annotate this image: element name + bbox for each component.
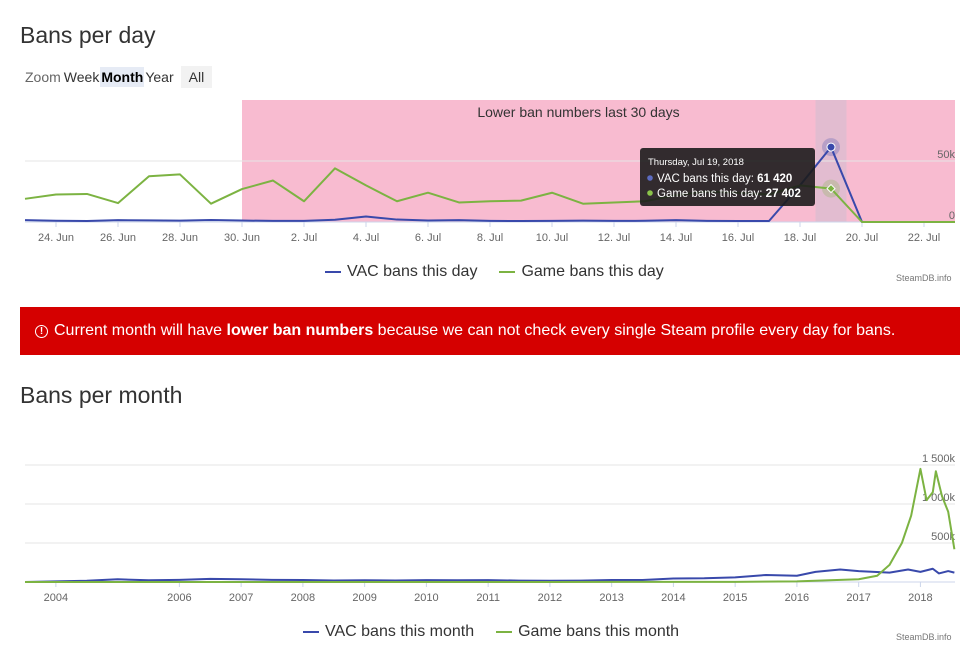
monthly-credit[interactable]: SteamDB.info [896, 632, 952, 642]
zoom-controls: Zoom Week Month Year All [25, 66, 213, 88]
plot-band-label: Lower ban numbers last 30 days [477, 104, 679, 120]
x-tick-label: 2018 [908, 592, 932, 604]
y-tick-label: 500k [931, 531, 955, 543]
x-tick-label: 16. Jul [722, 232, 754, 244]
x-tick-label: 2013 [599, 592, 623, 604]
alert-circle-icon: ! [35, 324, 48, 338]
x-tick-label: 2008 [291, 592, 315, 604]
daily-legend: VAC bans this day Game bans this day [325, 263, 686, 281]
x-tick-label: 28. Jun [162, 232, 198, 244]
zoom-week-button[interactable]: Week [63, 69, 100, 85]
legend-swatch-game-month [496, 631, 513, 633]
zoom-label: Zoom [25, 69, 61, 85]
x-tick-label: 18. Jul [784, 232, 816, 244]
daily-bans-chart[interactable]: Lower ban numbers last 30 days 0 50k 24. Ju… [0, 95, 979, 255]
tooltip-date: Thursday, Jul 19, 2018 [648, 157, 744, 168]
legend-label-game-month: Game bans this month [518, 623, 680, 640]
x-tick-label: 30. Jun [224, 232, 260, 244]
x-tick-label: 2007 [229, 592, 253, 604]
legend-item-game-day[interactable]: Game bans this day [499, 263, 664, 281]
x-tick-label: 2011 [476, 592, 500, 604]
x-tick-label: 14. Jul [660, 232, 692, 244]
legend-swatch-game [499, 271, 516, 273]
vac-month-series-line [24, 567, 955, 583]
x-tick-label: 22. Jul [908, 232, 940, 244]
legend-item-vac-day[interactable]: VAC bans this day [325, 263, 477, 281]
legend-label-game-day: Game bans this day [521, 263, 664, 280]
x-tick-label: 2017 [846, 592, 870, 604]
legend-label-vac-month: VAC bans this month [325, 623, 475, 640]
y-tick-label: 0 [949, 210, 955, 222]
legend-label-vac-day: VAC bans this day [347, 263, 478, 280]
zoom-month-button[interactable]: Month [100, 67, 145, 87]
x-tick-label: 2015 [723, 592, 747, 604]
legend-item-vac-month[interactable]: VAC bans this month [303, 623, 474, 641]
y-tick-label: 1 500k [922, 453, 956, 465]
x-tick-label: 8. Jul [477, 232, 503, 244]
x-tick-label: 4. Jul [353, 232, 379, 244]
x-tick-label: 6. Jul [415, 232, 441, 244]
tooltip-game-line: Game bans this day: 27 402 [657, 188, 801, 200]
tooltip-game-dot [647, 190, 653, 196]
daily-chart-title: Bans per day [20, 22, 156, 48]
x-tick-label: 2010 [414, 592, 438, 604]
legend-swatch-vac-month [303, 631, 319, 633]
alert-text-bold: lower ban numbers [226, 322, 374, 339]
alert-banner: ! Current month will have lower ban numb… [20, 307, 960, 355]
legend-item-game-month[interactable]: Game bans this month [496, 623, 679, 641]
game-hover-point [826, 183, 836, 194]
x-tick-label: 2004 [44, 592, 68, 604]
x-tick-label: 24. Jun [38, 232, 74, 244]
x-tick-label: 2006 [167, 592, 191, 604]
tooltip-box [640, 148, 815, 206]
x-tick-label: 26. Jun [100, 232, 136, 244]
x-tick-label: 2012 [538, 592, 562, 604]
x-tick-label: 2009 [352, 592, 376, 604]
daily-credit[interactable]: SteamDB.info [896, 273, 952, 283]
x-tick-label: 2014 [661, 592, 685, 604]
x-tick-label: 12. Jul [598, 232, 630, 244]
game-month-series-line [25, 467, 956, 583]
y-tick-label: 50k [937, 149, 955, 161]
monthly-legend: VAC bans this month Game bans this month [303, 623, 701, 641]
x-tick-label: 10. Jul [536, 232, 568, 244]
alert-text: Current month will have lower ban number… [54, 322, 895, 340]
alert-text-after: because we can not check every single St… [373, 322, 896, 339]
alert-text-before: Current month will have [54, 322, 227, 339]
zoom-all-button[interactable]: All [180, 66, 213, 88]
zoom-year-button[interactable]: Year [145, 69, 174, 85]
vac-hover-point [826, 142, 836, 152]
legend-swatch-vac [325, 271, 341, 273]
tooltip-vac-line: VAC bans this day: 61 420 [657, 173, 792, 185]
x-tick-label: 2016 [785, 592, 809, 604]
tooltip-vac-dot [647, 175, 653, 181]
x-tick-label: 2. Jul [291, 232, 317, 244]
x-tick-label: 20. Jul [846, 232, 878, 244]
monthly-chart-title: Bans per month [20, 382, 183, 408]
